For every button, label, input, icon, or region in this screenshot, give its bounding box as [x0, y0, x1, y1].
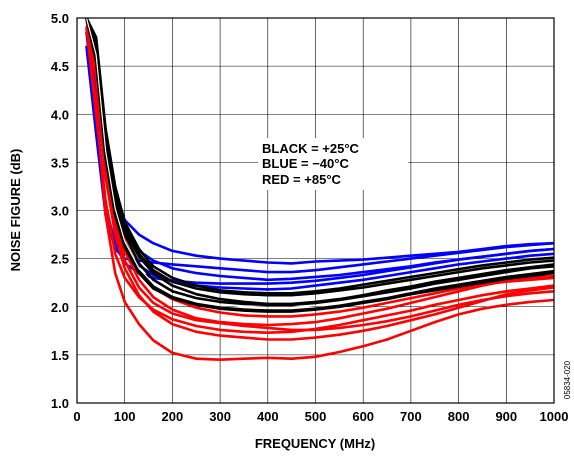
series-line: [85, 18, 554, 295]
y-tick-label: 5.0: [51, 11, 69, 26]
legend-box: [258, 138, 408, 190]
series-line: [85, 18, 554, 332]
y-axis-title: NOISE FIGURE (dB): [8, 149, 23, 272]
y-tick-labels: 1.0 1.5 2.0 2.5 3.0 3.5 4.0 4.5 5.0: [51, 11, 69, 411]
x-tick-label: 0: [73, 409, 80, 424]
legend-line-red: RED = +85°C: [262, 172, 342, 187]
series-line: [85, 26, 554, 334]
x-tick-label: 900: [495, 409, 517, 424]
legend: BLACK = +25°C BLUE = −40°C RED = +85°C: [258, 138, 408, 190]
x-tick-label: 400: [257, 409, 279, 424]
series-line: [85, 18, 554, 361]
plot-frame: [76, 17, 555, 404]
x-tick-labels: 0 100 200 300 400 500 600 700 800 900 1000: [73, 409, 568, 424]
y-tick-label: 1.5: [51, 348, 69, 363]
y-tick-label: 3.0: [51, 204, 69, 219]
legend-line-blue: BLUE = −40°C: [262, 156, 349, 171]
y-tick-label: 4.0: [51, 107, 69, 122]
x-tick-label: 700: [400, 409, 422, 424]
figure-id: 05834-020: [563, 360, 572, 399]
legend-line-black: BLACK = +25°C: [262, 141, 360, 156]
series-line: [85, 18, 554, 306]
series-group: [85, 18, 554, 361]
x-tick-label: 300: [209, 409, 231, 424]
y-tick-label: 3.5: [51, 155, 69, 170]
grid: [76, 17, 555, 404]
x-tick-label: 200: [162, 409, 184, 424]
y-tick-label: 2.0: [51, 300, 69, 315]
series-line: [85, 18, 554, 309]
x-tick-label: 100: [114, 409, 136, 424]
x-tick-label: 800: [448, 409, 470, 424]
y-tick-label: 4.5: [51, 59, 69, 74]
x-tick-label: 600: [352, 409, 374, 424]
x-tick-label: 1000: [540, 409, 569, 424]
x-tick-label: 500: [305, 409, 327, 424]
series-line: [85, 18, 554, 313]
x-axis-title: FREQUENCY (MHz): [255, 436, 375, 451]
series-line: [85, 18, 554, 341]
y-tick-label: 1.0: [51, 396, 69, 411]
y-tick-label: 2.5: [51, 252, 69, 267]
